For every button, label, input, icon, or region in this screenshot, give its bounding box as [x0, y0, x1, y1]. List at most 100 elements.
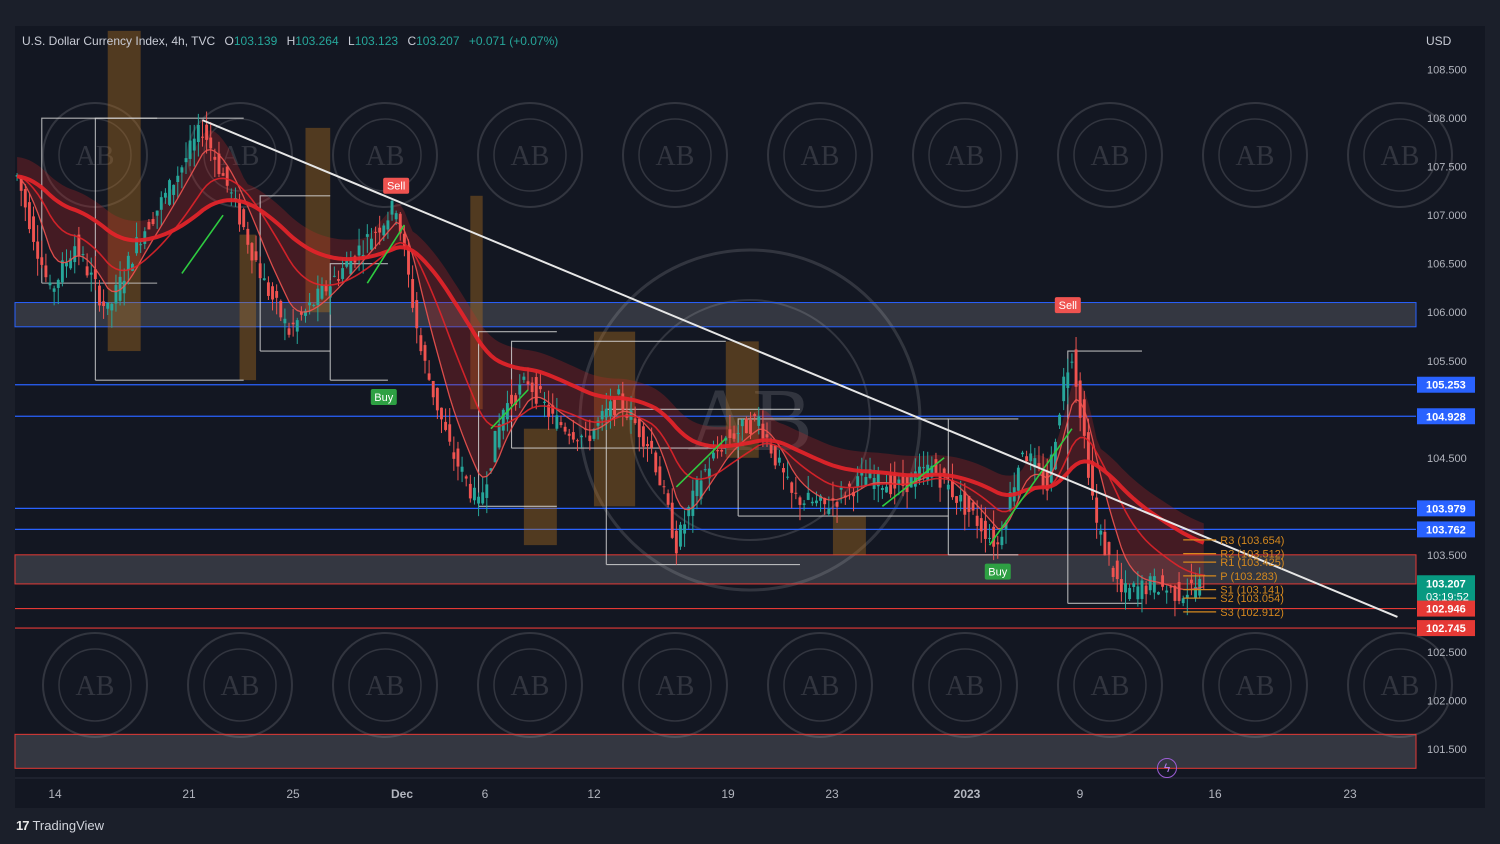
zone-red [14, 554, 1417, 585]
candle-body [650, 440, 654, 448]
watermark-seal: AB [622, 632, 728, 738]
tradingview-brand[interactable]: 17 TradingView [16, 818, 104, 833]
candle [184, 142, 188, 175]
candle [65, 249, 68, 278]
candle-body [637, 418, 641, 438]
candle-body [427, 373, 431, 380]
candle-body [32, 216, 35, 242]
candle [369, 227, 373, 251]
candle-body [262, 278, 266, 281]
supertrend-segment [366, 224, 406, 284]
candle-body [448, 424, 452, 442]
candle-body [229, 192, 233, 194]
candle [378, 215, 382, 245]
candle-body [130, 263, 134, 271]
candle [1099, 524, 1103, 546]
candle-body [555, 415, 559, 429]
candle [254, 235, 258, 262]
watermark-text: AB [76, 671, 115, 702]
candle [897, 475, 901, 496]
candle [551, 393, 555, 425]
candle [1161, 568, 1165, 591]
candle-body [357, 245, 361, 256]
candle [435, 387, 439, 420]
candle [1144, 581, 1148, 605]
candle-body [192, 138, 196, 151]
watermark-seal: AB [332, 632, 438, 738]
candle-body [720, 449, 724, 452]
candle [728, 414, 732, 446]
candle [571, 420, 575, 443]
price-label-text: 104.928 [1426, 411, 1466, 423]
candle-body [444, 421, 448, 430]
candle-body [674, 530, 678, 554]
watermark-text: AB [366, 671, 405, 702]
candle-body [662, 486, 666, 488]
candle-body [196, 124, 200, 143]
candle-body [736, 433, 740, 435]
watermark-seal: AB [1057, 632, 1163, 738]
candle-body [559, 422, 563, 426]
candle [744, 416, 748, 434]
ema-mid-line [16, 175, 1204, 577]
candle-body [538, 386, 542, 390]
signal-badge [984, 563, 1011, 580]
candle [85, 253, 89, 278]
date-tick: 6 [482, 787, 489, 801]
candle-body [254, 251, 258, 261]
candle-body [386, 220, 390, 230]
candle-body [114, 284, 118, 304]
candle-body [1128, 588, 1132, 600]
currency-label[interactable]: USD [1426, 34, 1452, 48]
pivot-label: P (103.283) [1220, 571, 1277, 583]
candle [1157, 591, 1160, 596]
candle-body [1058, 414, 1062, 426]
candle [576, 438, 579, 452]
candle-body [176, 175, 180, 183]
candle [621, 381, 625, 427]
watermark-text: AB [801, 141, 840, 172]
candle-body [823, 498, 827, 505]
price-tick: 108.000 [1427, 113, 1467, 125]
candle-body [996, 542, 1000, 545]
open-value: 103.139 [233, 34, 278, 48]
candle-body [419, 335, 423, 352]
step-box [1067, 350, 1142, 604]
candle-body [295, 320, 299, 332]
candle-body [1124, 583, 1127, 593]
candle [777, 449, 781, 466]
symbol-label[interactable]: U.S. Dollar Currency Index, 4h, TVC [22, 34, 216, 48]
date-tick: 2023 [954, 787, 981, 801]
watermark-seal: AB [477, 632, 583, 738]
candle [683, 510, 687, 547]
candle-body [728, 429, 732, 439]
candle [530, 377, 534, 409]
watermark-text: AB [1236, 141, 1275, 172]
candle-body [460, 466, 464, 472]
candle [740, 418, 744, 441]
date-tick: 19 [721, 787, 735, 801]
candle-body [551, 405, 555, 414]
close-value: 103.207 [416, 34, 460, 48]
candle-body [291, 322, 295, 325]
candle [522, 372, 526, 383]
candle [654, 450, 658, 476]
candle-body [880, 487, 884, 490]
candle [485, 471, 489, 514]
candle-body [926, 464, 930, 482]
candle [1181, 595, 1185, 607]
candle [201, 119, 204, 147]
candle [258, 256, 262, 279]
candle [36, 225, 40, 276]
price-label-bg [1417, 500, 1475, 517]
date-tick: 23 [1343, 787, 1357, 801]
price-tick: 104.500 [1427, 453, 1467, 465]
bolt-icon[interactable]: ϟ [1157, 758, 1177, 778]
candle-body [312, 305, 316, 307]
candle-body [798, 497, 802, 505]
price-tick: 106.000 [1427, 307, 1467, 319]
candle-body [930, 465, 934, 478]
watermark-seal: AB [912, 102, 1018, 208]
candle-body [835, 501, 839, 507]
